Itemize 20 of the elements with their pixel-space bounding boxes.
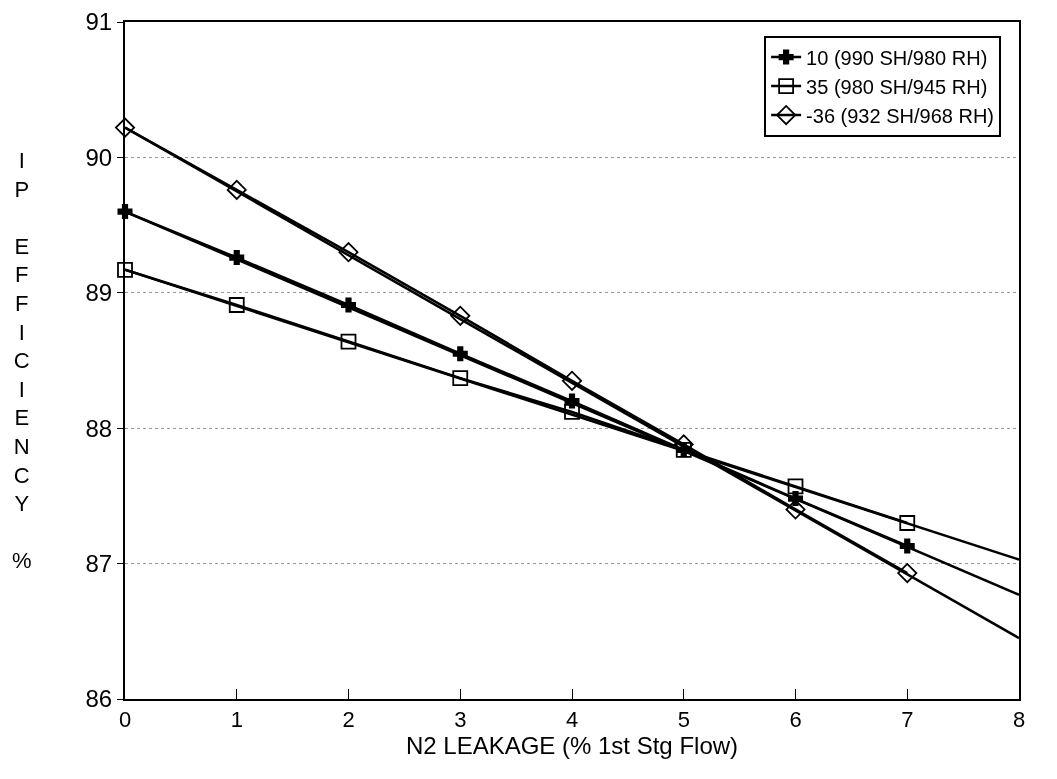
x-tick-label: 2: [342, 707, 355, 733]
x-tick-label: 5: [677, 707, 690, 733]
y-tick-label: 91: [85, 8, 113, 36]
x-tick-label: 0: [118, 707, 132, 733]
y-tick-label: 90: [85, 143, 113, 171]
legend-label: 35 (980 SH/945 RH): [806, 75, 988, 98]
x-tick-label: 8: [1012, 707, 1026, 733]
y-tick-label: 88: [85, 414, 113, 442]
y-tick-label: 87: [85, 550, 113, 577]
legend-label: 10 (990 SH/980 RH): [806, 46, 988, 69]
y-tick-label: 89: [85, 279, 113, 307]
x-axis-title: N2 LEAKAGE (% 1st Stg Flow): [405, 732, 739, 760]
x-tick-label: 7: [901, 707, 914, 733]
x-tick-label: 6: [789, 707, 802, 733]
x-tick-label: 4: [565, 707, 579, 733]
x-tick-label: 1: [230, 707, 243, 733]
x-tick-label: 3: [454, 707, 467, 733]
legend-label: -36 (932 SH/968 RH): [806, 104, 994, 127]
y-tick-label: 86: [85, 685, 113, 713]
text: IP EFFICIENCY %: [12, 148, 32, 574]
